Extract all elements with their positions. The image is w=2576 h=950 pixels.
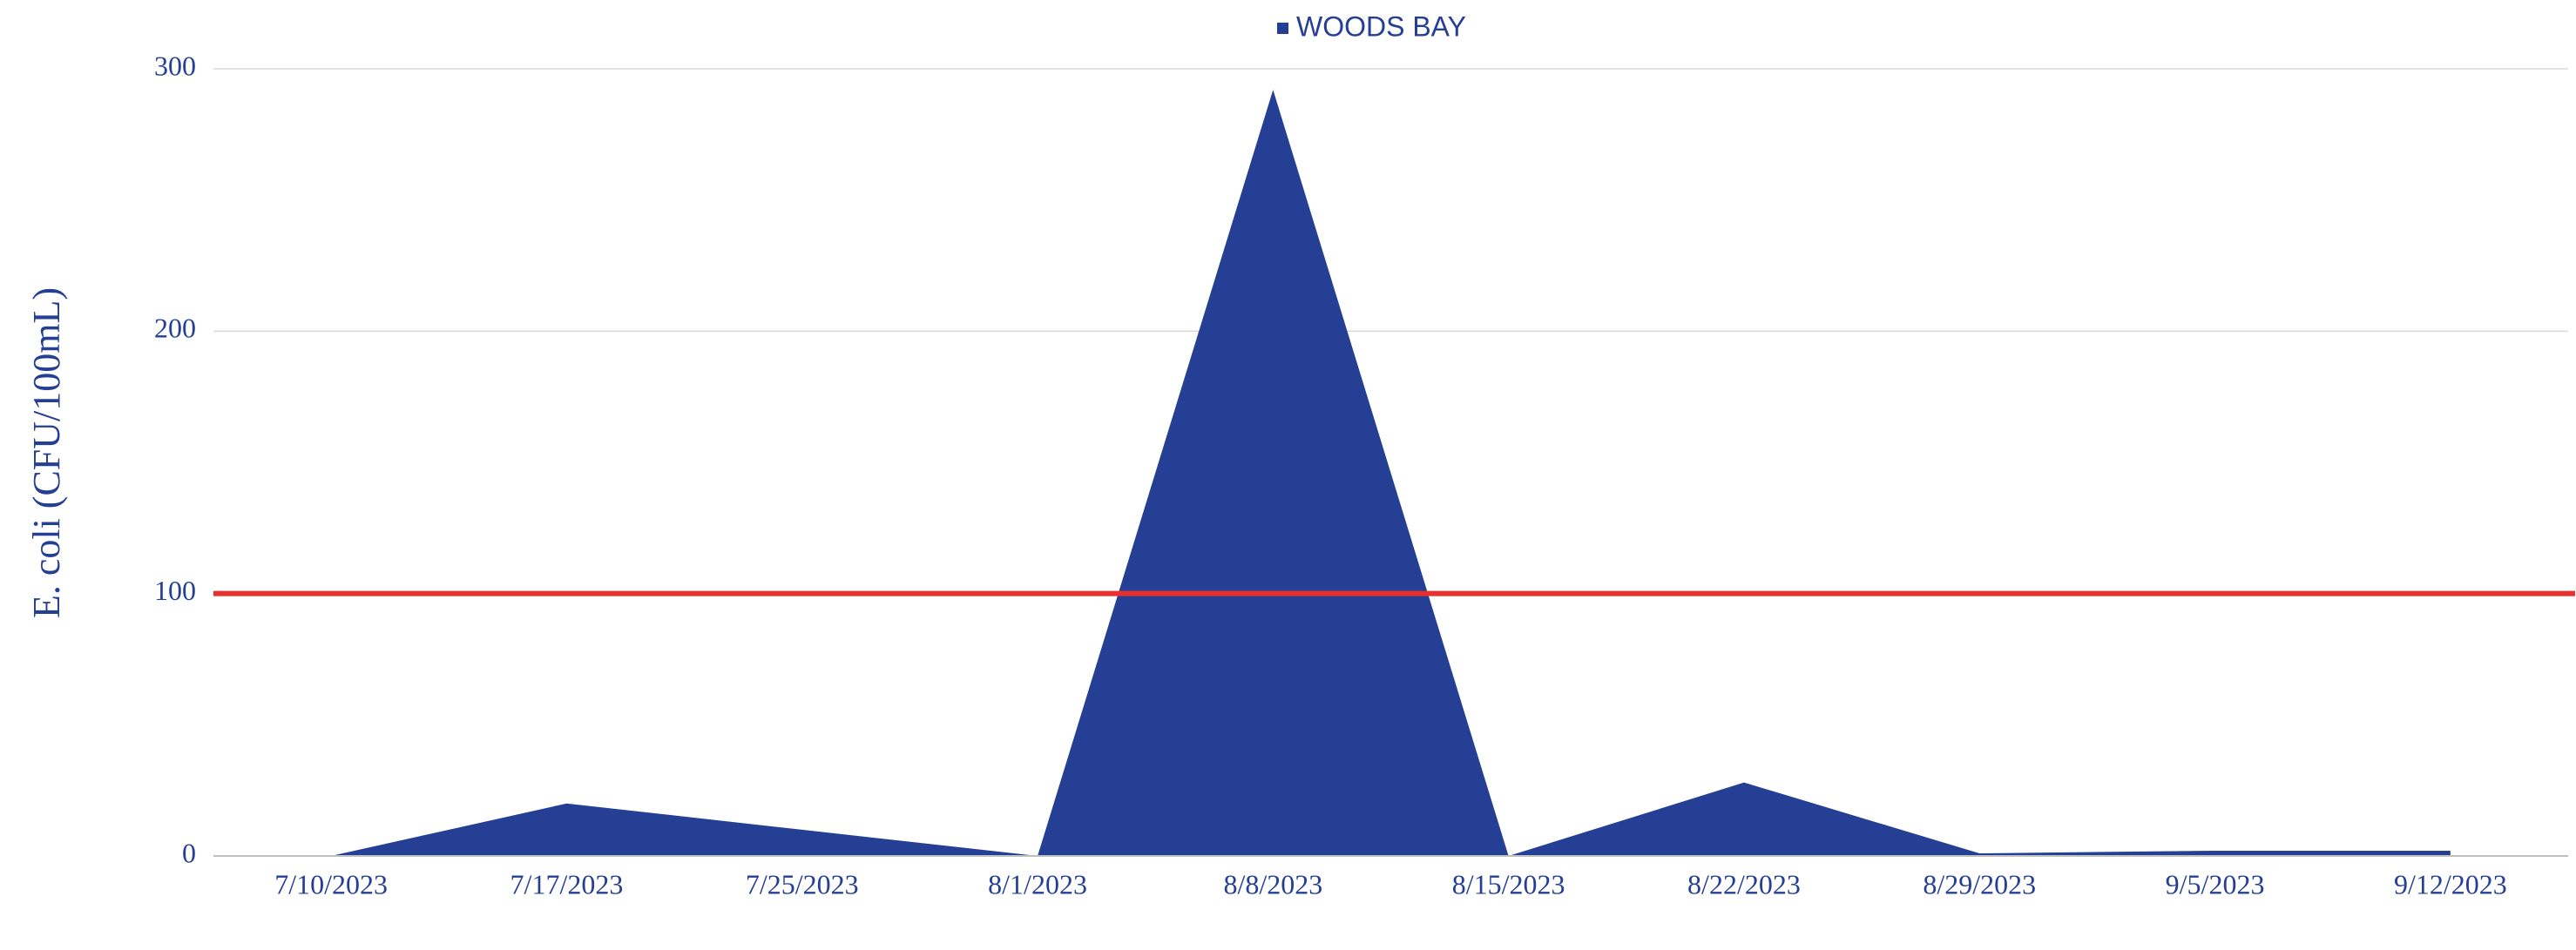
x-tick-label: 7/10/2023 [274,868,388,899]
x-tick-label: 8/15/2023 [1452,868,1565,899]
y-tick-label: 100 [154,575,196,606]
x-tick-label: 7/17/2023 [510,868,624,899]
x-tick-label: 8/29/2023 [1923,868,2036,899]
y-axis-label: E. coli (CFU/100mL) [25,287,68,618]
y-tick-label: 0 [182,837,196,868]
legend-label: WOODS BAY [1296,10,1466,42]
legend-swatch [1277,23,1288,34]
x-tick-label: 7/25/2023 [746,868,859,899]
x-tick-label: 9/12/2023 [2394,868,2507,899]
x-tick-label: 8/1/2023 [988,868,1087,899]
y-tick-label: 300 [154,50,196,81]
area [331,90,2451,856]
x-tick-label: 8/22/2023 [1687,868,1801,899]
y-tick-label: 200 [154,313,196,344]
x-tick-label: 8/8/2023 [1223,868,1322,899]
x-tick-label: 9/5/2023 [2166,868,2265,899]
